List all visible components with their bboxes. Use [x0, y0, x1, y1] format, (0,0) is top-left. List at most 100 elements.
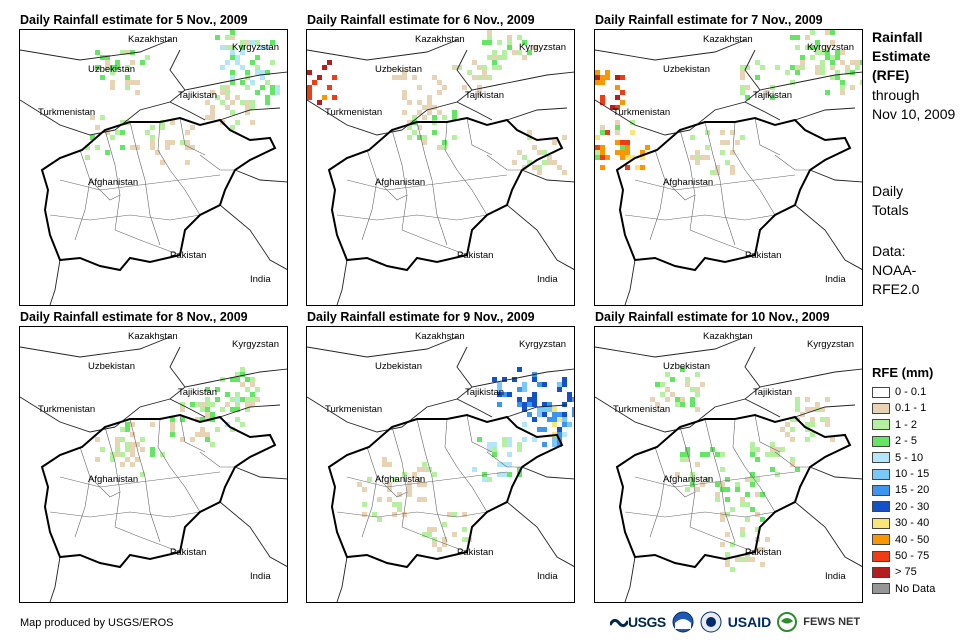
rainfall-cell — [765, 90, 770, 95]
rainfall-cell — [562, 135, 567, 140]
country-border — [219, 107, 281, 121]
rainfall-cell — [507, 442, 512, 447]
rainfall-cell — [502, 472, 507, 477]
rainfall-cell — [507, 392, 512, 397]
map-label-india: India — [537, 274, 558, 285]
rainfall-cell — [507, 437, 512, 442]
rainfall-cell — [230, 35, 235, 40]
rainfall-cell — [245, 397, 250, 402]
rainfall-cell — [387, 497, 392, 502]
rainfall-cell — [255, 90, 260, 95]
rainfall-cell — [275, 90, 280, 95]
rainfall-cell — [785, 432, 790, 437]
rainfall-cell — [507, 35, 512, 40]
rainfall-cell — [562, 412, 567, 417]
rainfall-cell — [220, 65, 225, 70]
rainfall-cell — [805, 407, 810, 412]
panel-title-1: Daily Rainfall estimate for 5 Nov., 2009 — [20, 13, 248, 27]
country-border — [169, 49, 186, 91]
rainfall-cell — [502, 392, 507, 397]
rainfall-cell — [640, 155, 645, 160]
rainfall-cell — [115, 447, 120, 452]
rainfall-cell — [790, 35, 795, 40]
rainfall-cell — [130, 432, 135, 437]
country-border — [506, 107, 568, 121]
rainfall-cell — [765, 537, 770, 542]
rainfall-cell — [745, 557, 750, 562]
rainfall-cell — [240, 65, 245, 70]
rainfall-cell — [527, 397, 532, 402]
rainfall-cell — [795, 70, 800, 75]
rainfall-cell — [820, 50, 825, 55]
rainfall-cell — [820, 407, 825, 412]
rainfall-cell — [265, 80, 270, 85]
rainfall-cell — [250, 80, 255, 85]
rainfall-cell — [487, 55, 492, 60]
rainfall-cell — [630, 120, 635, 125]
map-label-kyrgyzstan: Kyrgyzstan — [807, 339, 854, 350]
rainfall-cell — [452, 135, 457, 140]
rainfall-cell — [240, 50, 245, 55]
rainfall-cell — [750, 442, 755, 447]
rainfall-cell — [462, 527, 467, 532]
rainfall-cell — [487, 40, 492, 45]
rainfall-cell — [327, 60, 332, 65]
legend-row: 10 - 15 — [872, 466, 929, 482]
rainfall-cell — [220, 407, 225, 412]
rainfall-cell — [467, 70, 472, 75]
rainfall-cell — [650, 397, 655, 402]
rainfall-cell — [830, 40, 835, 45]
panel-title-6: Daily Rainfall estimate for 10 Nov., 200… — [595, 310, 830, 324]
panel-title-5: Daily Rainfall estimate for 9 Nov., 2009 — [307, 310, 535, 324]
rainfall-cell — [255, 70, 260, 75]
province-border — [89, 179, 121, 201]
rainfall-cell — [205, 402, 210, 407]
rainfall-cell — [825, 50, 830, 55]
rainfall-cell — [245, 105, 250, 110]
legend-row: 50 - 75 — [872, 548, 929, 564]
rainfall-cell — [235, 372, 240, 377]
rainfall-cell — [240, 372, 245, 377]
rainfall-map: Kazakhstan Kyrgyzstan Uzbekistan Tajikistan… — [20, 30, 287, 305]
rainfall-cell — [205, 387, 210, 392]
province-border — [664, 476, 696, 498]
rainfall-cell — [402, 512, 407, 517]
rainfall-cell — [472, 60, 477, 65]
rainfall-cell — [735, 557, 740, 562]
province-border — [59, 471, 221, 488]
sidebar-rfe: RFE2.0 — [872, 281, 920, 297]
rainfall-cell — [740, 85, 745, 90]
rainfall-cell — [180, 402, 185, 407]
country-border — [209, 368, 287, 383]
province-border — [169, 169, 201, 216]
rainfall-cell — [382, 462, 387, 467]
rainfall-cell — [260, 45, 265, 50]
rainfall-cell — [392, 502, 397, 507]
rainfall-cell — [100, 75, 105, 80]
rainfall-cell — [130, 60, 135, 65]
rainfall-cell — [210, 402, 215, 407]
rainfall-cell — [150, 140, 155, 145]
rainfall-cell — [125, 457, 130, 462]
rainfall-cell — [95, 457, 100, 462]
rainfall-cell — [790, 65, 795, 70]
map-panel-4: Kazakhstan Kyrgyzstan Uzbekistan Tajikistan… — [19, 326, 288, 603]
rainfall-cell — [120, 145, 125, 150]
rainfall-cell — [815, 50, 820, 55]
rainfall-cell — [307, 90, 312, 95]
rainfall-cell — [170, 120, 175, 125]
country-border — [744, 101, 781, 121]
rainfall-cell — [680, 367, 685, 372]
rainfall-cell — [740, 557, 745, 562]
map-label-kyrgyzstan: Kyrgyzstan — [519, 42, 566, 53]
country-border — [595, 39, 746, 61]
rainfall-cell — [492, 442, 497, 447]
map-label-afghanistan: Afghanistan — [663, 474, 713, 485]
rainfall-cell — [600, 165, 605, 170]
rainfall-cell — [755, 60, 760, 65]
rainfall-cell — [595, 155, 600, 160]
rainfall-cell — [482, 472, 487, 477]
rainfall-cell — [522, 155, 527, 160]
rainfall-cell — [557, 427, 562, 432]
rainfall-cell — [630, 155, 635, 160]
